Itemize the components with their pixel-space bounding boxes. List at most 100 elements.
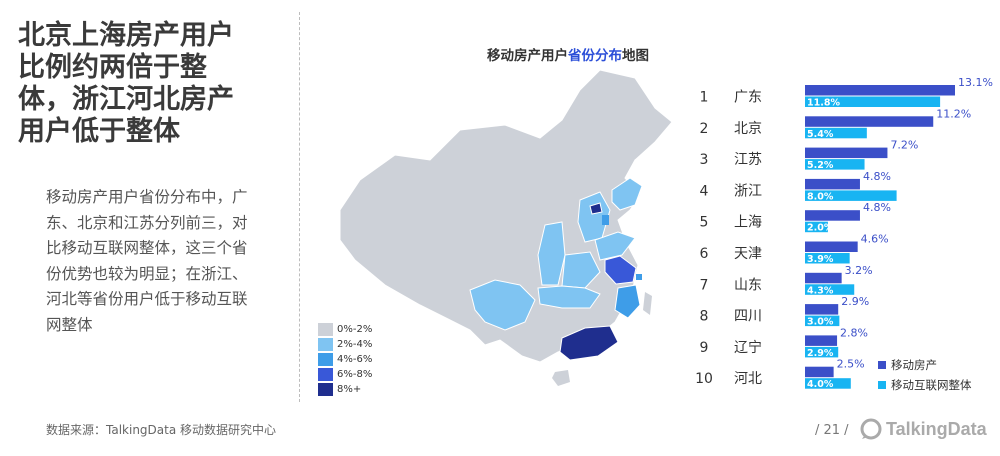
category-label: 天津 [734, 246, 762, 262]
bar-mobile-internet [805, 190, 897, 201]
data-label-mobile-internet: 3.0% [807, 317, 834, 328]
summary-line: 份优势也较为明显；在浙江、 [46, 264, 248, 283]
rank-label: 9 [700, 340, 709, 356]
legend-swatch [318, 337, 333, 351]
map-region-shanghai [636, 274, 642, 280]
map-region-henan [561, 251, 601, 289]
headline-line: 比例约两倍于整 [18, 52, 207, 83]
category-label: 北京 [734, 121, 762, 137]
category-label: 辽宁 [734, 339, 762, 356]
map-title-highlight: 省份分布 [568, 48, 622, 64]
data-label-mobile-realestate: 2.9% [841, 295, 869, 308]
bar-legend-item: 移动互联网整体 [878, 375, 972, 395]
summary-line: 东、北京和江苏分列前三，对 [46, 213, 248, 232]
bar-mobile-realestate [805, 116, 934, 127]
headline-line: 体，浙江河北房产 [18, 84, 234, 115]
legend-label: 6%-8% [337, 368, 373, 380]
data-label-mobile-realestate: 2.5% [837, 358, 865, 371]
legend-label: 4%-6% [337, 353, 373, 365]
legend-label: 2%-4% [337, 338, 373, 350]
map-region-tianjin [602, 215, 609, 225]
data-label-mobile-realestate: 7.2% [890, 139, 918, 152]
legend-label: 移动互联网整体 [891, 378, 972, 392]
map-legend-item: 8%+ [318, 382, 372, 397]
logo: TalkingData [860, 418, 987, 440]
bar-mobile-internet [805, 284, 855, 295]
legend-swatch [318, 322, 333, 336]
data-label-mobile-realestate: 4.8% [863, 170, 891, 183]
map-region-zhejiang [614, 284, 641, 319]
category-label: 山东 [734, 277, 762, 293]
data-label-mobile-internet: 4.3% [807, 285, 834, 296]
data-label-mobile-internet: 2.9% [807, 348, 834, 359]
data-label-mobile-realestate: 11.2% [936, 107, 971, 120]
legend-swatch [878, 361, 886, 369]
bar-mobile-realestate [805, 272, 842, 284]
china-map [300, 60, 680, 390]
data-label-mobile-realestate: 2.8% [840, 326, 868, 339]
map-region-jiangsu [604, 255, 637, 285]
bar-mobile-internet [805, 315, 840, 327]
bar-mobile-realestate [805, 241, 858, 252]
rank-label: 8 [700, 309, 709, 325]
data-label-mobile-internet: 3.9% [807, 254, 834, 265]
data-label-mobile-realestate: 13.1% [958, 78, 993, 89]
rank-label: 6 [700, 246, 709, 262]
rank-label: 3 [700, 152, 709, 168]
headline-line: 北京上海房产用户 [18, 20, 234, 51]
data-label-mobile-internet: 5.4% [807, 129, 834, 140]
legend-label: 移动房产 [891, 358, 937, 372]
map-region-shaanxi [537, 221, 566, 286]
bar-mobile-internet [805, 378, 851, 389]
category-label: 河北 [734, 371, 762, 387]
map-region-beijing [589, 202, 603, 215]
data-label-mobile-internet: 8.0% [807, 191, 834, 202]
map-region-guangdong [559, 325, 619, 361]
legend-swatch [318, 382, 333, 396]
data-label-mobile-realestate: 4.6% [861, 233, 889, 246]
map-legend-item: 2%-4% [318, 337, 372, 352]
summary-text: 移动房产用户省份分布中，广 东、北京和江苏分列前三，对 比移动互联网整体，这三个… [46, 185, 272, 338]
bar-mobile-realestate [805, 304, 839, 315]
summary-line: 河北等省份用户低于移动互联 [46, 290, 248, 308]
map-title-suffix: 地图 [622, 48, 649, 64]
map-region-sichuan [469, 279, 536, 331]
legend-swatch [878, 381, 886, 389]
province-bar-chart: 1 广东 13.1% 11.8% 2 北京 11.2% 5.4% 3 江苏 7.2% 5.2% 4 浙江 4… [695, 78, 993, 390]
bar-mobile-realestate [805, 178, 860, 190]
rank-label: 1 [700, 90, 709, 106]
legend-swatch [318, 367, 333, 381]
talkingdata-logo-icon [860, 418, 882, 440]
map-region-taiwan [643, 292, 652, 315]
headline-line: 用户低于整体 [18, 116, 180, 147]
data-label-mobile-internet: 11.8% [807, 98, 840, 109]
category-label: 浙江 [734, 183, 762, 199]
data-label-mobile-internet: 2.0% [807, 223, 834, 234]
logo-text: TalkingData [886, 418, 987, 439]
data-label-mobile-internet: 4.0% [807, 379, 834, 390]
data-label-mobile-internet: 5.2% [807, 160, 834, 171]
category-label: 上海 [734, 215, 762, 231]
legend-label: 8%+ [337, 383, 362, 395]
rank-label: 4 [700, 183, 709, 199]
category-label: 广东 [734, 90, 762, 106]
bar-legend-item: 移动房产 [878, 355, 972, 375]
map-region-base [339, 69, 673, 363]
map-region-hainan [552, 370, 570, 386]
rank-label: 10 [695, 371, 713, 387]
map-legend-item: 6%-8% [318, 367, 372, 382]
map-legend-item: 4%-6% [318, 352, 372, 367]
bar-legend: 移动房产 移动互联网整体 [878, 355, 972, 395]
headline: 北京上海房产用户 比例约两倍于整 体，浙江河北房产 用户低于整体 [18, 20, 280, 148]
divider [299, 12, 300, 402]
map-region-hubei [537, 285, 601, 309]
data-label-mobile-realestate: 3.2% [845, 264, 873, 277]
rank-label: 2 [700, 121, 709, 137]
bar-mobile-realestate [805, 147, 888, 159]
bar-mobile-internet [805, 253, 850, 264]
rank-label: 7 [700, 277, 709, 293]
rank-label: 5 [700, 215, 709, 231]
page-number: / 21 / [815, 423, 849, 438]
china-map-svg [339, 69, 673, 386]
bar-mobile-internet [805, 159, 865, 170]
